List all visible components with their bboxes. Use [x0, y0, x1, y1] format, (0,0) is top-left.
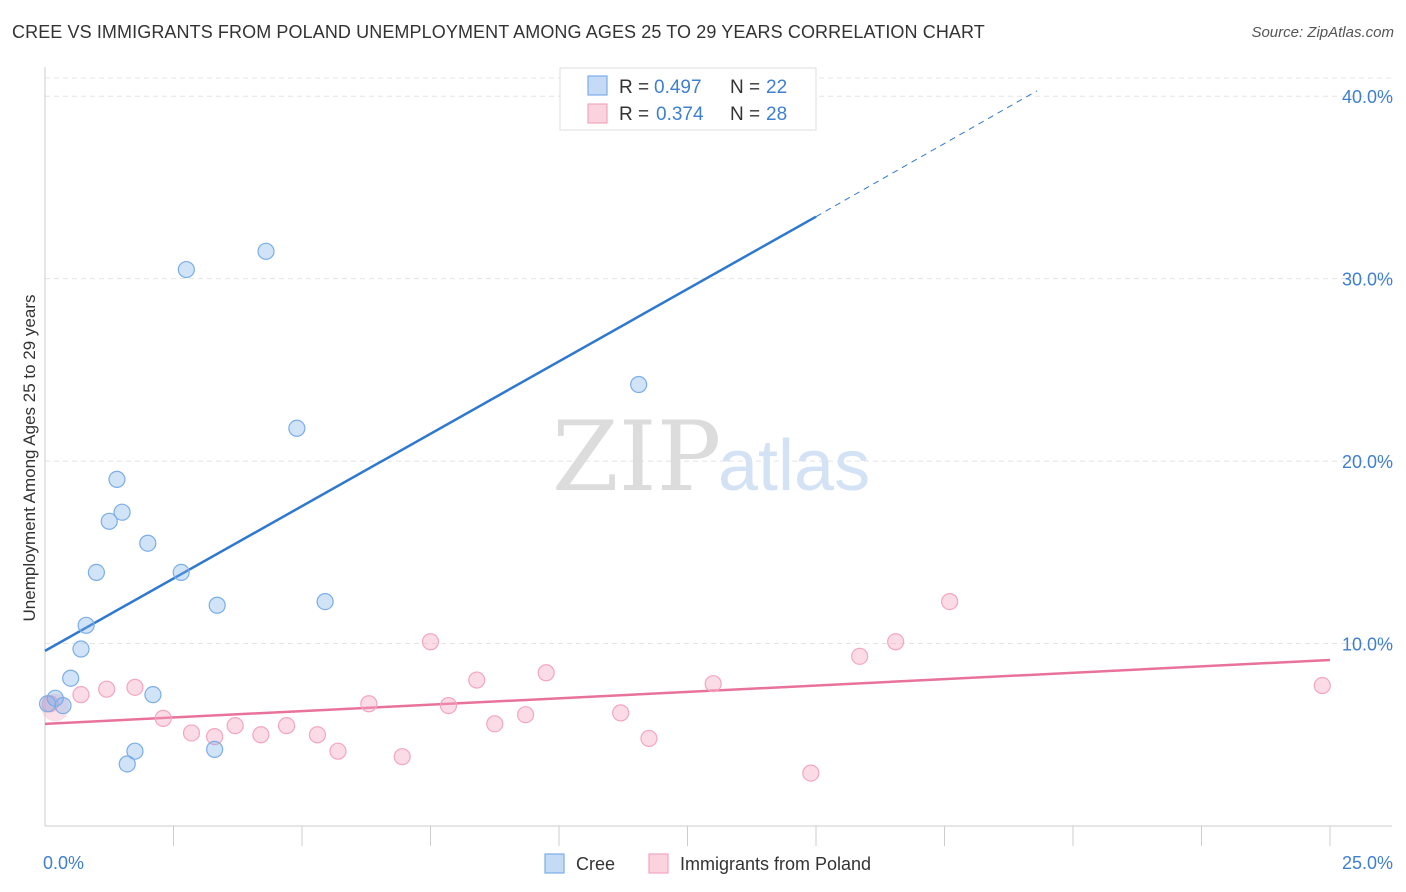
bottom-legend: Cree Immigrants from Poland — [544, 853, 871, 874]
point-poland-16 — [468, 671, 486, 689]
point-poland-22 — [704, 675, 722, 693]
scatter-points — [38, 242, 1331, 782]
point-poland-20 — [612, 704, 630, 722]
point-poland-8 — [252, 726, 270, 744]
point-poland-27 — [1313, 676, 1331, 695]
point-cree-13 — [144, 686, 162, 704]
point-poland-3 — [126, 678, 144, 696]
point-cree-16 — [206, 740, 224, 758]
source-label: Source: ZipAtlas.com — [1251, 24, 1394, 41]
point-poland-2 — [98, 680, 116, 698]
legend-n-label-cree: N = — [730, 77, 760, 98]
point-poland-4 — [154, 709, 172, 727]
trend-line-poland — [44, 658, 1331, 726]
watermark-zip: ZIP — [552, 401, 721, 513]
point-poland-23 — [802, 764, 820, 782]
y-tick-label-1: 20.0% — [1342, 452, 1393, 472]
bottom-legend-swatch-poland — [648, 853, 669, 874]
legend-box: R = 0.497 N = 22 R = 0.374 N = 28 — [559, 67, 817, 131]
point-cree-6 — [87, 563, 106, 582]
point-poland-21 — [640, 729, 658, 748]
trend-line-cree — [44, 215, 817, 652]
y-tick-label-3: 40.0% — [1342, 87, 1393, 107]
point-poland-7 — [226, 717, 244, 735]
y-tick-label-0: 10.0% — [1342, 635, 1393, 655]
legend-n-value-cree: 22 — [766, 77, 787, 98]
y-tick-label-2: 30.0% — [1342, 270, 1393, 290]
point-cree-8 — [108, 470, 126, 488]
point-poland-6 — [206, 728, 224, 746]
legend-swatch-cree — [587, 75, 608, 96]
trend-line-cree-extension — [815, 90, 1038, 218]
point-poland-17 — [486, 715, 504, 733]
x-tick-label-0: 0.0% — [43, 853, 84, 873]
legend-r-label-cree: R = — [619, 77, 649, 98]
point-cree-4 — [72, 640, 90, 658]
point-poland-14 — [421, 633, 440, 651]
point-cree-12 — [139, 534, 157, 552]
legend-n-label-poland: N = — [730, 104, 760, 125]
y-axis-title: Unemployment Among Ages 25 to 29 years — [20, 295, 39, 622]
bottom-legend-label-cree: Cree — [576, 854, 615, 874]
legend-swatch-poland — [587, 103, 608, 124]
point-cree-15 — [177, 260, 195, 279]
grid — [45, 77, 1392, 645]
point-poland-5 — [182, 724, 201, 742]
x-tick-labels: 0.0% 25.0% — [43, 853, 1393, 873]
axes — [44, 67, 1392, 846]
watermark-atlas: atlas — [718, 426, 870, 506]
point-cree-3 — [62, 669, 80, 687]
bottom-legend-label-poland: Immigrants from Poland — [680, 854, 871, 874]
point-poland-1 — [72, 686, 90, 704]
point-poland-9 — [277, 717, 296, 735]
point-cree-9 — [113, 503, 131, 521]
point-poland-25 — [887, 633, 905, 651]
legend-r-value-cree: 0.497 — [654, 77, 702, 98]
legend-n-value-poland: 28 — [766, 104, 787, 125]
x-tick-label-1: 25.0% — [1342, 853, 1393, 873]
point-cree-2 — [54, 696, 72, 715]
point-cree-5 — [77, 616, 95, 634]
point-cree-18 — [257, 242, 275, 260]
point-cree-11 — [126, 742, 144, 760]
point-poland-10 — [308, 726, 327, 744]
point-cree-7 — [100, 512, 118, 530]
point-cree-20 — [316, 592, 334, 611]
point-cree-21 — [630, 375, 648, 394]
point-cree-19 — [288, 419, 306, 437]
point-poland-19 — [537, 664, 555, 682]
point-poland-13 — [393, 748, 411, 766]
y-tick-labels: 10.0% 20.0% 30.0% 40.0% — [1342, 87, 1393, 654]
point-poland-12 — [360, 695, 378, 713]
point-cree-17 — [208, 596, 226, 614]
legend-r-label-poland: R = — [619, 104, 649, 125]
point-cree-10 — [118, 755, 136, 773]
legend-r-value-poland: 0.374 — [656, 104, 704, 125]
point-poland-24 — [851, 647, 869, 665]
point-cree-14 — [172, 563, 190, 582]
trend-lines — [44, 90, 1331, 726]
point-poland-18 — [516, 706, 535, 724]
point-poland-26 — [941, 592, 959, 611]
chart-title: CREE VS IMMIGRANTS FROM POLAND UNEMPLOYM… — [12, 22, 985, 42]
point-poland-15 — [439, 696, 458, 715]
point-poland-11 — [329, 742, 347, 760]
bottom-legend-swatch-cree — [544, 853, 565, 874]
